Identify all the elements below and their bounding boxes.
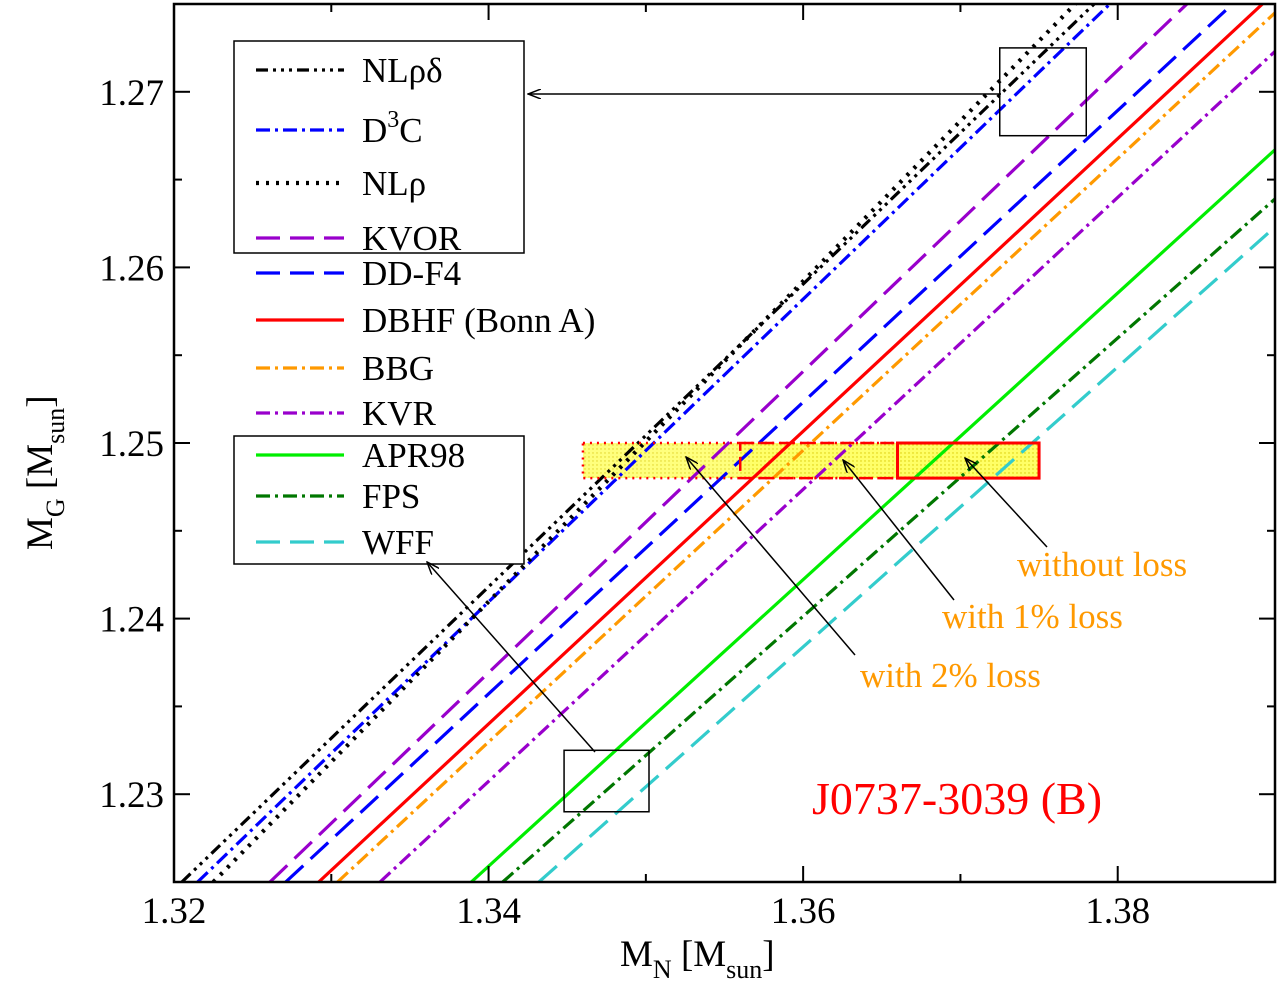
legend-label-10: WFF — [362, 523, 434, 562]
arrow-with-1pct — [843, 460, 955, 601]
label-without-loss: without loss — [1017, 545, 1187, 584]
svg-text:MN [Msun]: MN [Msun] — [620, 934, 775, 984]
x-tick-label: 1.34 — [456, 891, 521, 932]
series-line-0 — [180, 4, 1096, 882]
legend-label-1: D3C — [362, 107, 423, 150]
mass-regions — [582, 443, 1040, 479]
y-unit-sub: sun — [41, 408, 70, 444]
x-tick-label: 1.38 — [1085, 891, 1150, 932]
legend-label-2: NLρ — [362, 164, 426, 203]
legend-label-5: DBHF (Bonn A) — [362, 301, 595, 340]
x-tick-label: 1.32 — [142, 891, 207, 932]
y-tick-label: 1.23 — [99, 775, 164, 816]
y-tick-label: 1.27 — [99, 73, 164, 114]
y-tick-label: 1.25 — [99, 424, 164, 465]
legend-label-7: KVR — [362, 394, 437, 433]
zoom-box-1 — [563, 749, 650, 813]
legend-label-6: BBG — [362, 349, 434, 388]
series-line-9 — [501, 197, 1275, 882]
arrow-legend-zoom-bottom — [427, 562, 596, 753]
x-tick-label: 1.36 — [771, 891, 836, 932]
y-label-sub: G — [41, 498, 70, 517]
legend-label-4: DD-F4 — [362, 254, 461, 293]
y-unit-main: M — [20, 444, 61, 477]
x-label-main: M — [620, 934, 653, 975]
x-unit-main: M — [693, 934, 726, 975]
series-line-6 — [336, 11, 1275, 882]
mass-region-borders — [581, 441, 1041, 480]
legend-box-bottom — [233, 435, 525, 565]
svg-text:MG [Msun]: MG [Msun] — [20, 395, 70, 550]
zoom-boxes — [563, 47, 1088, 813]
series-line-4 — [284, 4, 1234, 882]
label-with-2pct: with 2% loss — [860, 656, 1041, 695]
region-border-2 — [896, 441, 1041, 480]
y-axis-label: MG [Msun] — [20, 395, 70, 550]
legend-label-8: APR98 — [362, 436, 465, 475]
x-label-sub: N — [653, 955, 672, 984]
series-line-10 — [537, 225, 1275, 882]
annotations: without loss with 1% loss with 2% loss J… — [427, 94, 1187, 824]
x-axis-label: MN [Msun] — [620, 934, 775, 984]
series-line-3 — [268, 4, 1189, 882]
y-label-main: M — [20, 517, 61, 550]
legend-label-3: KVOR — [362, 219, 462, 258]
legend-label-9: FPS — [362, 477, 420, 516]
region-border-1 — [738, 441, 1041, 480]
y-tick-label: 1.26 — [99, 248, 164, 289]
zoom-box-0 — [999, 47, 1088, 137]
legend-label-0: NLρδ — [362, 51, 443, 90]
x-unit-sub: sun — [726, 955, 762, 984]
legend-box-top — [233, 40, 525, 254]
arrow-with-2pct — [686, 457, 856, 656]
series-line-8 — [470, 148, 1275, 882]
label-with-1pct: with 1% loss — [942, 597, 1123, 636]
axis-ticks: 1.32 1.34 1.36 1.38 1.23 1.24 1.25 1.26 1.27 — [99, 4, 1275, 932]
label-pulsar: J0737-3039 (B) — [812, 773, 1102, 824]
y-tick-label: 1.24 — [99, 600, 164, 641]
arrow-without-loss — [965, 458, 1048, 548]
